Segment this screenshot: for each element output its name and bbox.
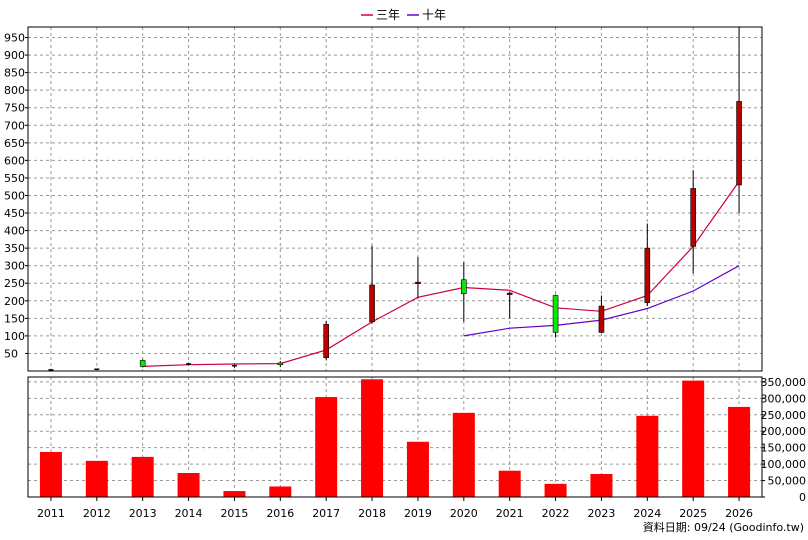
price-y-tick-label: 850 — [4, 67, 25, 80]
price-y-tick-label: 450 — [4, 207, 25, 220]
price-y-tick-label: 50 — [4, 347, 18, 360]
x-axis-tick-label: 2012 — [83, 507, 111, 520]
x-axis-tick-label: 2023 — [587, 507, 615, 520]
volume-y-tick-label: 250,000 — [761, 409, 807, 422]
candle-body — [598, 305, 605, 333]
candle-body — [277, 362, 284, 365]
price-y-tick-label: 600 — [4, 154, 25, 167]
volume-y-tick-label: 100,000 — [761, 458, 807, 471]
price-y-tick-label: 350 — [4, 242, 25, 255]
price-y-tick-label: 200 — [4, 295, 25, 308]
volume-panel: 0 50,000 100,000 150,000 200,000 250,000 300,0… — [27, 376, 807, 504]
volume-bar — [39, 451, 62, 497]
candle-body — [690, 188, 696, 247]
price-y-tick-label: 800 — [4, 84, 25, 97]
x-axis-tick-label: 2019 — [404, 507, 432, 520]
x-axis-tick-label: 2014 — [175, 507, 203, 520]
candle-body — [552, 295, 559, 333]
candle-body — [415, 281, 421, 284]
price-y-tick-label: 750 — [4, 102, 25, 115]
price-panel: 50 100 150 200 250 300 350 400 450 500 550 600 650 70… — [4, 26, 763, 372]
candle-body — [369, 284, 375, 323]
x-axis-tick-label: 2017 — [312, 507, 340, 520]
x-axis-tick-label: 2016 — [266, 507, 294, 520]
volume-bar — [636, 415, 659, 497]
volume-y-tick-label: 0 — [799, 491, 806, 504]
candle-body — [644, 247, 651, 303]
volume-bar — [361, 379, 384, 497]
volume-y-tick-label: 50,000 — [768, 475, 807, 488]
price-frame — [27, 26, 763, 372]
volume-y-tick-label: 350,000 — [761, 376, 807, 389]
x-axis-tick-label: 2020 — [450, 507, 478, 520]
x-axis-tick-label: 2026 — [725, 507, 753, 520]
x-axis-tick-label: 2018 — [358, 507, 386, 520]
candle-body — [506, 292, 513, 295]
x-axis-tick-label: 2025 — [679, 507, 707, 520]
volume-y-tick-label: 300,000 — [761, 392, 807, 405]
volume-bar — [544, 483, 567, 497]
x-axis-tick-label: 2024 — [633, 507, 661, 520]
price-y-tick-label: 300 — [4, 260, 25, 273]
x-axis: 2011 2012 2013 2014 2015 2016 2017 2018 2019 2020… — [37, 497, 753, 520]
volume-bar — [406, 441, 429, 497]
price-y-tick-label: 650 — [4, 137, 25, 150]
candle-body — [461, 279, 467, 295]
x-axis-tick-label: 2015 — [220, 507, 248, 520]
volume-bar — [223, 491, 246, 497]
price-y-tick-label: 550 — [4, 172, 25, 185]
volume-bar — [85, 460, 108, 497]
price-y-tick-label: 250 — [4, 277, 25, 290]
x-axis-tick-label: 2011 — [37, 507, 65, 520]
legend-label-10yr: 十年 — [422, 8, 446, 22]
volume-bar — [682, 380, 705, 497]
x-axis-tick-label: 2013 — [129, 507, 157, 520]
x-axis-tick-label: 2022 — [542, 507, 570, 520]
volume-bar — [315, 397, 338, 497]
x-axis-tick-label: 2021 — [496, 507, 524, 520]
candle-body — [139, 360, 146, 367]
price-plot-area — [27, 26, 763, 372]
candle-body — [736, 101, 742, 186]
price-y-tick-label: 100 — [4, 330, 25, 343]
volume-bar — [452, 412, 475, 497]
volume-bar — [498, 470, 521, 497]
volume-bar — [590, 473, 613, 497]
legend: 三年 十年 — [361, 8, 446, 22]
volume-bar — [177, 473, 200, 497]
data-date-footer: 資料日期: 09/24 (Goodinfo.tw) — [643, 520, 804, 534]
price-y-tick-label: 400 — [4, 225, 25, 238]
volume-y-tick-label: 150,000 — [761, 442, 807, 455]
volume-frame — [27, 376, 763, 498]
price-y-tick-label: 950 — [4, 32, 25, 45]
volume-bar — [728, 406, 751, 497]
volume-y-tick-label: 200,000 — [761, 425, 807, 438]
price-y-tick-label: 500 — [4, 189, 25, 202]
volume-bar — [269, 486, 292, 497]
price-y-tick-label: 700 — [4, 119, 25, 132]
price-y-tick-label: 150 — [4, 312, 25, 325]
volume-bar — [131, 456, 154, 497]
price-y-tick-label: 900 — [4, 49, 25, 62]
ma-3yr-line — [142, 181, 740, 367]
legend-label-3yr: 三年 — [376, 8, 400, 22]
candle-body — [323, 324, 329, 358]
